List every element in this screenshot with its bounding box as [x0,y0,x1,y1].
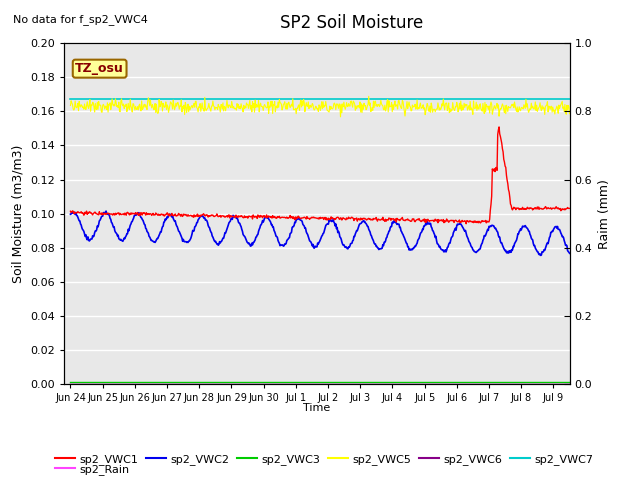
sp2_VWC7 [425,96,433,102]
X-axis label: Time: Time [303,403,330,413]
sp2_VWC7 [67,96,74,102]
sp2_VWC5 [68,102,76,108]
sp2_VWC1 [495,124,503,130]
sp2_VWC2 [102,208,110,214]
sp2_VWC5 [136,106,144,112]
sp2_VWC1 [566,205,573,211]
sp2_VWC2 [438,247,445,252]
sp2_VWC2 [537,252,545,258]
Text: No data for f_sp2_VWC4: No data for f_sp2_VWC4 [13,14,148,25]
sp2_VWC3 [425,379,433,385]
sp2_Rain [566,381,573,387]
sp2_VWC6 [68,381,76,387]
sp2_Rain [436,381,444,387]
Line: sp2_VWC1: sp2_VWC1 [70,127,570,224]
Y-axis label: Raim (mm): Raim (mm) [598,179,611,249]
sp2_Rain [67,381,74,387]
sp2_VWC7 [68,96,76,102]
sp2_VWC3 [298,379,306,385]
sp2_VWC3 [436,379,444,385]
sp2_VWC2 [280,243,288,249]
sp2_Rain [136,381,144,387]
sp2_VWC2 [426,220,433,226]
sp2_VWC6 [436,381,444,387]
Y-axis label: Soil Moisture (m3/m3): Soil Moisture (m3/m3) [12,144,25,283]
sp2_VWC7 [136,96,144,102]
sp2_VWC5 [438,101,446,107]
sp2_VWC1 [425,217,433,223]
sp2_VWC1 [298,215,306,221]
sp2_VWC2 [67,211,74,217]
sp2_VWC1 [462,221,470,227]
sp2_VWC7 [280,96,287,102]
sp2_VWC2 [68,210,76,216]
sp2_VWC2 [137,215,145,220]
sp2_VWC2 [566,251,573,256]
sp2_VWC5 [566,111,573,117]
sp2_VWC3 [67,379,74,385]
sp2_VWC3 [136,379,144,385]
sp2_VWC1 [67,208,74,214]
sp2_VWC3 [566,379,573,385]
sp2_Rain [280,381,287,387]
Legend: sp2_VWC1, sp2_VWC2, sp2_VWC3, sp2_VWC5, sp2_VWC6, sp2_VWC7: sp2_VWC1, sp2_VWC2, sp2_VWC3, sp2_VWC5, … [51,450,598,469]
sp2_VWC6 [280,381,287,387]
sp2_VWC7 [298,96,306,102]
sp2_VWC5 [337,114,344,120]
sp2_VWC3 [280,379,287,385]
sp2_VWC5 [280,101,287,107]
Line: sp2_VWC5: sp2_VWC5 [70,96,570,117]
sp2_VWC6 [67,381,74,387]
sp2_VWC1 [436,217,444,223]
sp2_VWC6 [298,381,306,387]
sp2_VWC1 [68,208,76,214]
sp2_VWC1 [280,215,287,220]
sp2_VWC6 [566,381,573,387]
sp2_Rain [298,381,306,387]
sp2_VWC5 [67,103,74,108]
sp2_VWC7 [566,96,573,102]
sp2_VWC6 [425,381,433,387]
sp2_Rain [68,381,76,387]
sp2_VWC5 [365,94,372,99]
sp2_VWC1 [136,212,144,218]
sp2_VWC7 [436,96,444,102]
sp2_VWC6 [136,381,144,387]
Text: SP2 Soil Moisture: SP2 Soil Moisture [280,14,424,33]
sp2_Rain [425,381,433,387]
sp2_VWC5 [426,103,434,109]
Legend: sp2_Rain: sp2_Rain [51,459,134,479]
sp2_VWC5 [298,98,306,104]
Text: TZ_osu: TZ_osu [76,62,124,75]
sp2_VWC2 [299,222,307,228]
Line: sp2_VWC2: sp2_VWC2 [70,211,570,255]
sp2_VWC3 [68,379,76,385]
